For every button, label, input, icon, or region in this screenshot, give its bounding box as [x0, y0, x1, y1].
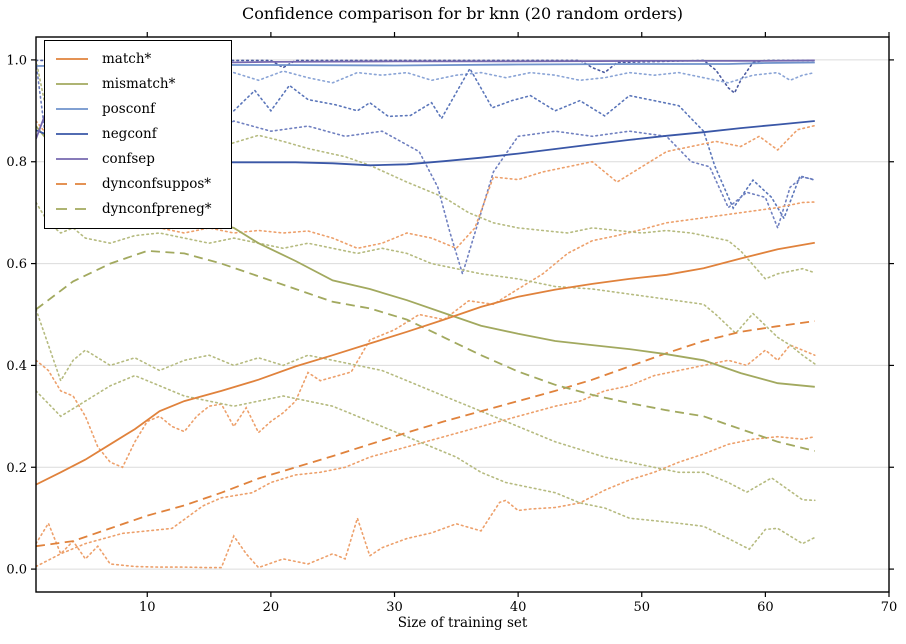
- legend-label: mismatch*: [102, 75, 176, 92]
- x-tick-label: 70: [881, 600, 898, 615]
- legend-line-sample-dashed: [55, 201, 89, 217]
- y-tick-label: 0.4: [6, 359, 27, 374]
- series-mismatch_min_band: [36, 308, 816, 502]
- x-tick-label: 40: [510, 600, 527, 615]
- x-tick-label: 60: [757, 600, 774, 615]
- plot-border: [35, 36, 890, 593]
- series-dynconfsuppos: [36, 320, 815, 548]
- legend-label: negconf: [102, 125, 157, 142]
- x-tick-label: 10: [139, 600, 156, 615]
- legend-line-sample-dashed: [55, 176, 89, 192]
- legend-line-sample-solid: [55, 126, 89, 142]
- series-match_max_band: [36, 120, 816, 250]
- legend-item: mismatch*: [45, 71, 231, 96]
- legend-item: confsep: [45, 146, 231, 171]
- x-axis-label: Size of training set: [397, 615, 528, 631]
- y-tick-label: 0.2: [6, 461, 27, 476]
- y-tick-label: 0.6: [6, 257, 27, 272]
- x-tick-label: 20: [263, 600, 280, 615]
- legend-label: posconf: [102, 100, 156, 117]
- series-dynconfpreneg_min_band: [36, 374, 816, 551]
- y-tick-label: 0.0: [6, 563, 27, 578]
- series-dynconfsuppos_min_band: [36, 435, 816, 569]
- x-tick-label: 50: [633, 600, 650, 615]
- legend-line-sample-solid: [55, 76, 89, 92]
- legend-item: dynconfpreneg*: [45, 196, 231, 221]
- series-match_min_band: [36, 344, 816, 568]
- legend: match* mismatch* posconf negconf confsep dync…: [44, 40, 232, 229]
- legend-item: posconf: [45, 96, 231, 121]
- legend-label: match*: [102, 50, 152, 67]
- y-tick-label: 0.8: [6, 155, 27, 170]
- legend-label: confsep: [102, 150, 155, 167]
- legend-line-sample-solid: [55, 51, 89, 67]
- chart-title: Confidence comparison for br knn (20 ran…: [242, 4, 683, 23]
- series-posconf_min_band: [233, 70, 816, 84]
- legend-line-sample-solid: [55, 101, 89, 117]
- series-match: [36, 241, 815, 486]
- y-tick-label: 1.0: [6, 53, 27, 68]
- series-dynconfsuppos_max_band: [36, 201, 816, 469]
- legend-label: dynconfsuppos*: [102, 175, 212, 192]
- legend-item: negconf: [45, 121, 231, 146]
- legend-item: dynconfsuppos*: [45, 171, 231, 196]
- x-tick-label: 30: [386, 600, 403, 615]
- series-dynconfpreneg_max_band: [36, 201, 816, 365]
- series-negconf_min_band: [233, 66, 816, 221]
- series-confsep_min_band: [36, 61, 816, 277]
- series-dynconfpreneg: [36, 249, 816, 452]
- legend-item: match*: [45, 46, 231, 71]
- legend-line-sample-solid: [55, 151, 89, 167]
- legend-label: dynconfpreneg*: [102, 200, 212, 217]
